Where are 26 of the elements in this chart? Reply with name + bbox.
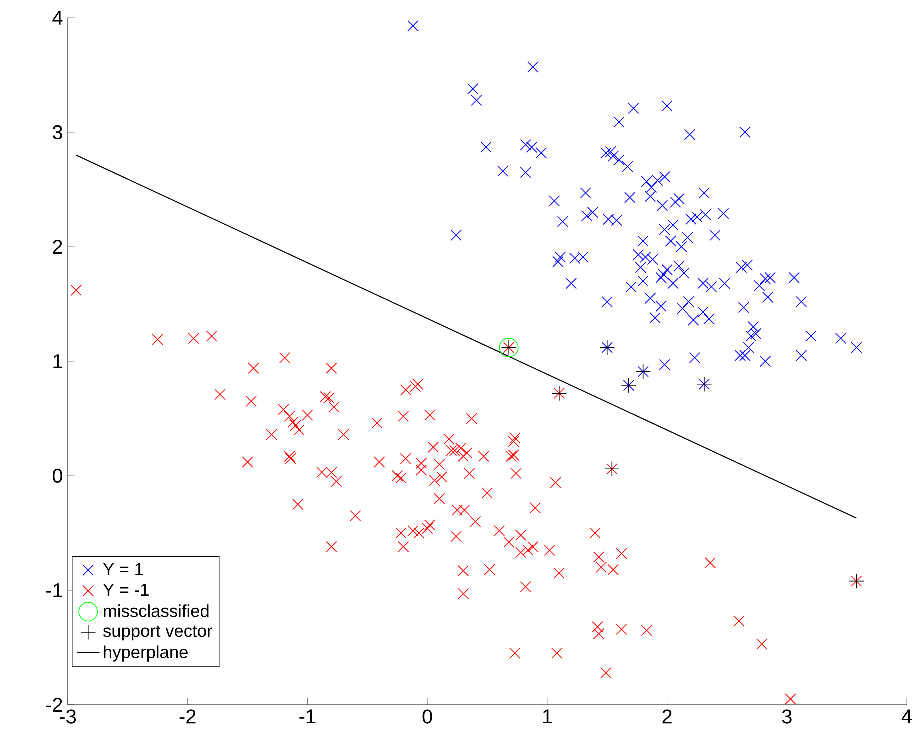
y-tick-label: 3 [52, 125, 62, 140]
x-tick-label: 1 [543, 710, 552, 724]
point [696, 376, 712, 392]
x-tick-label: 3 [782, 710, 792, 724]
point [636, 364, 652, 380]
y-tick-label: 0 [52, 468, 63, 484]
y-tick-label: -2 [46, 698, 62, 712]
y-tick-label: 1 [54, 354, 62, 368]
legend-label: Y = -1 [103, 584, 149, 596]
y-tick-label: 2 [53, 240, 62, 254]
legend-label: Y = 1 [103, 563, 144, 576]
x-tick-label: -3 [60, 710, 76, 724]
x-tick-label: -1 [300, 710, 316, 724]
legend-label: hyperplane [104, 646, 188, 662]
legend-label: missclassified [104, 604, 209, 618]
point [604, 461, 620, 477]
x-tick-label: -2 [180, 710, 196, 724]
y-tick-label: 4 [52, 11, 63, 25]
point [600, 340, 616, 356]
x-tick-label: 0 [422, 710, 432, 724]
legend-label: support vector [103, 626, 212, 641]
point [552, 386, 568, 402]
point [848, 574, 864, 590]
x-tick-label: 4 [902, 710, 912, 724]
x-tick-label: 2 [662, 710, 672, 724]
y-tick-label: -1 [46, 584, 62, 598]
